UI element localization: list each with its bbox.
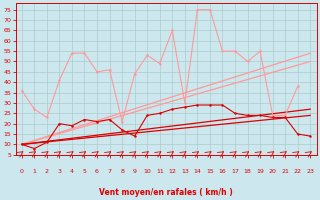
X-axis label: Vent moyen/en rafales ( km/h ): Vent moyen/en rafales ( km/h ) bbox=[99, 188, 233, 197]
